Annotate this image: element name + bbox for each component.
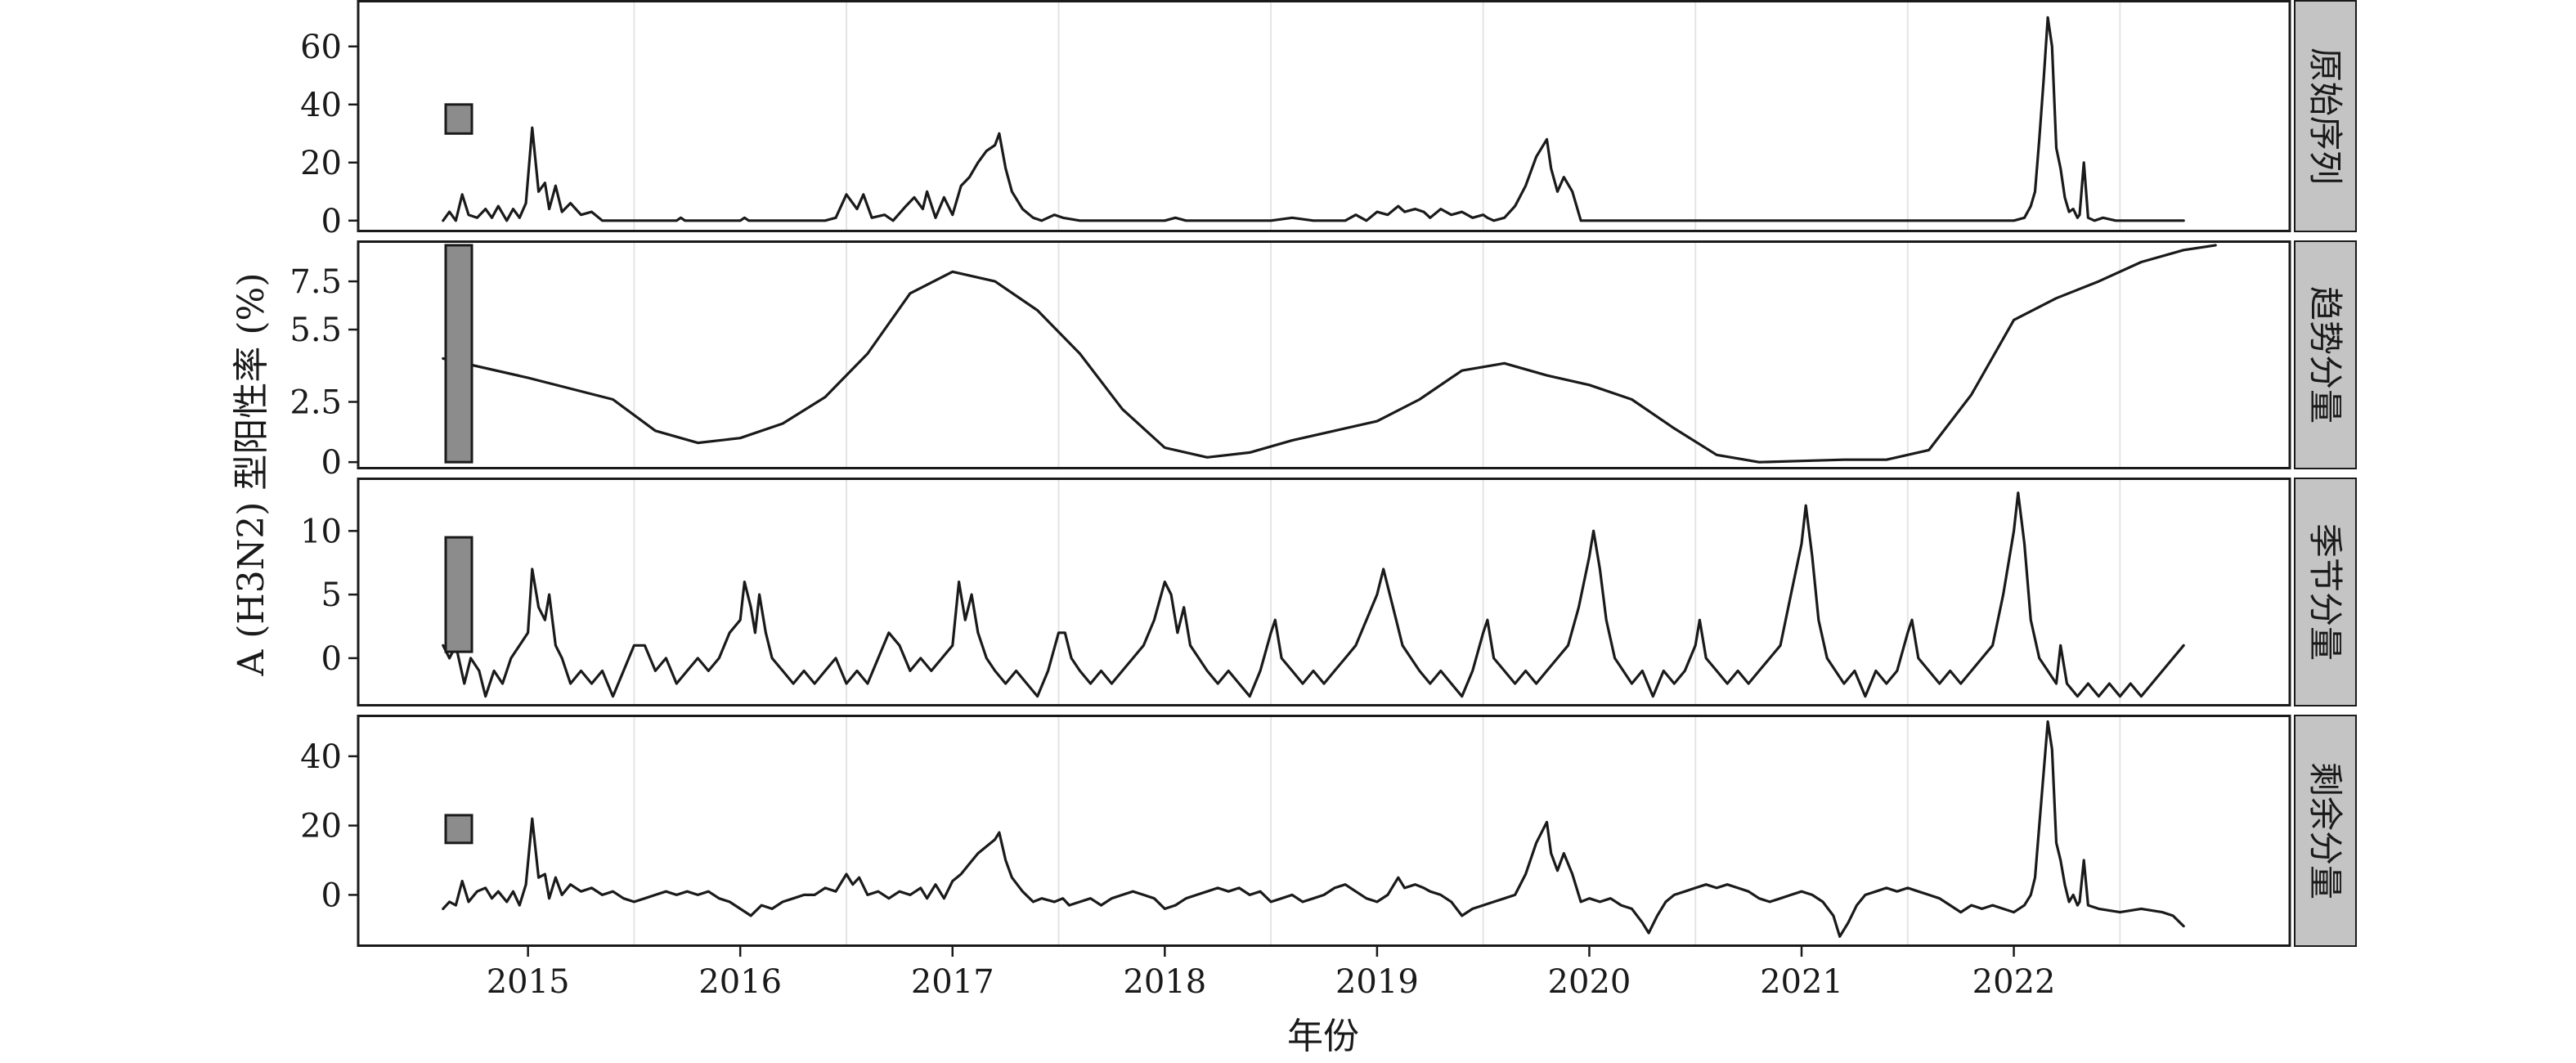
panels-group: 0 20 40 60 原始序列 0 2.5 5.5 7.5 趋势分量 0 5 10 季节分量 0 20 40 剩余… bbox=[289, 0, 2357, 947]
series-line-3 bbox=[442, 491, 2185, 698]
strip-label: 原始序列 bbox=[2305, 47, 2345, 185]
strip-label: 剩余分量 bbox=[2305, 762, 2345, 899]
y-tick-label: 0 bbox=[321, 877, 342, 914]
x-tick-label: 2017 bbox=[911, 963, 994, 1001]
y-tick-label: 20 bbox=[300, 145, 342, 182]
y-tick-label: 20 bbox=[300, 808, 342, 845]
x-axis: 2015 2016 2017 2018 2019 2020 2021 2022 bbox=[487, 947, 2056, 1001]
panel-3: 0 5 10 季节分量 bbox=[300, 478, 2357, 706]
y-tick-label: 40 bbox=[300, 87, 342, 124]
y-tick-label: 5.5 bbox=[289, 312, 342, 349]
panel-frame bbox=[357, 0, 2291, 232]
strip-label: 季节分量 bbox=[2305, 523, 2345, 661]
x-tick-label: 2021 bbox=[1760, 963, 1843, 1001]
x-tick-label: 2018 bbox=[1123, 963, 1206, 1001]
strip-label: 趋势分量 bbox=[2305, 286, 2345, 424]
x-tick-label: 2016 bbox=[698, 963, 782, 1001]
scale-bar bbox=[444, 536, 473, 653]
y-tick-label: 0 bbox=[321, 203, 342, 240]
panel-1: 0 20 40 60 原始序列 bbox=[300, 0, 2357, 240]
x-tick-label: 2019 bbox=[1335, 963, 1419, 1001]
x-tick-label: 2015 bbox=[487, 963, 570, 1001]
y-tick-label: 5 bbox=[321, 576, 342, 614]
y-tick-label: 2.5 bbox=[289, 383, 342, 421]
y-tick-label: 10 bbox=[300, 513, 342, 550]
scale-bar bbox=[444, 103, 473, 135]
strip-label-box bbox=[2294, 715, 2357, 947]
y-tick-label: 40 bbox=[300, 738, 342, 776]
panel-frame bbox=[357, 240, 2291, 469]
series-line-2 bbox=[442, 244, 2217, 464]
panel-4: 0 20 40 剩余分量 bbox=[300, 715, 2357, 947]
scale-bar bbox=[444, 814, 473, 845]
x-tick-label: 2022 bbox=[1972, 963, 2056, 1001]
series-line-4 bbox=[442, 720, 2185, 938]
panel-frame bbox=[357, 715, 2291, 947]
y-tick-label: 60 bbox=[300, 29, 342, 66]
panel-2: 0 2.5 5.5 7.5 趋势分量 bbox=[289, 240, 2357, 482]
strip-label-box bbox=[2294, 0, 2357, 232]
panel-frame bbox=[357, 478, 2291, 706]
y-tick-label: 0 bbox=[321, 444, 342, 482]
x-tick-label: 2020 bbox=[1548, 963, 1631, 1001]
strip-label-box bbox=[2294, 240, 2357, 469]
scale-bar bbox=[444, 244, 473, 464]
y-tick-label: 0 bbox=[321, 640, 342, 678]
y-axis-title: A (H3N2) 型阳性率 (%) bbox=[231, 272, 272, 676]
y-tick-label: 7.5 bbox=[289, 263, 342, 301]
strip-label-box bbox=[2294, 478, 2357, 706]
x-axis-title: 年份 bbox=[1287, 1016, 1359, 1057]
series-line-1 bbox=[442, 16, 2185, 222]
